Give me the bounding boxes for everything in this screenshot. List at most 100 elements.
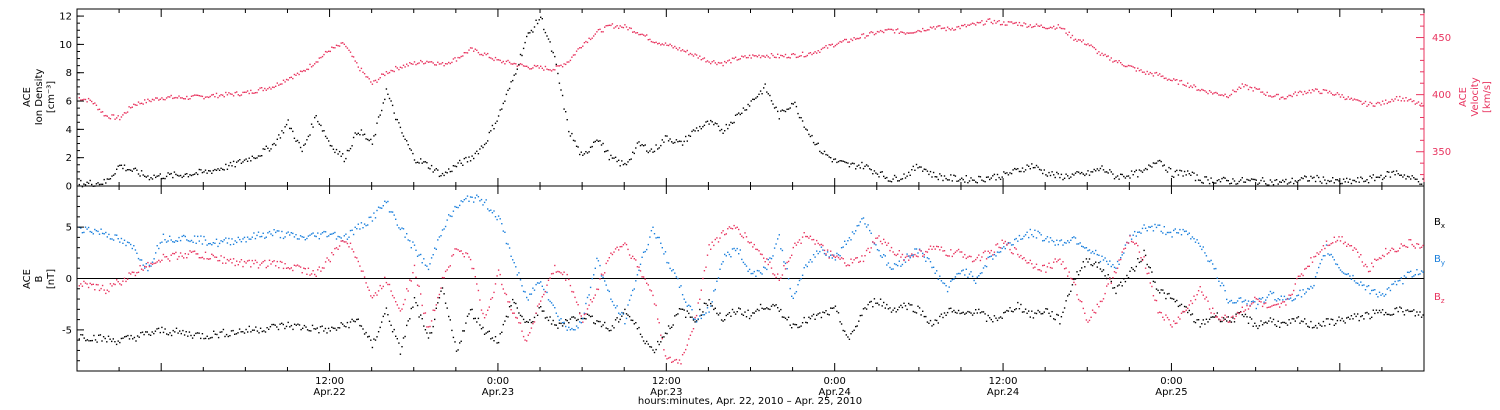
velocity-point — [365, 76, 367, 78]
density-point — [106, 178, 108, 180]
bz-point — [1302, 274, 1304, 277]
velocity-point — [1120, 62, 1122, 64]
bz-point — [675, 358, 678, 361]
by-point — [150, 265, 152, 267]
bx-point — [839, 321, 841, 323]
bz-point — [778, 279, 780, 281]
density-point — [1077, 171, 1080, 173]
bz-point — [830, 250, 832, 252]
by-point — [758, 270, 760, 272]
bx-point — [747, 309, 749, 311]
by-point — [1375, 293, 1378, 295]
velocity-point — [1070, 36, 1072, 39]
bz-point — [918, 249, 921, 251]
velocity-point — [1391, 98, 1393, 101]
by-point — [240, 241, 243, 243]
bz-point — [1215, 316, 1217, 318]
density-point — [473, 157, 475, 160]
bx-point — [346, 321, 349, 324]
bz-point — [193, 250, 196, 252]
bx-point — [847, 336, 849, 338]
by-point — [108, 233, 110, 236]
bz-point — [448, 266, 450, 268]
density-point — [906, 175, 908, 177]
bz-point — [262, 261, 264, 263]
velocity-point — [318, 57, 320, 59]
bx-point — [1073, 278, 1075, 281]
by-point — [652, 226, 654, 228]
bx-point — [1311, 327, 1314, 329]
by-point — [1215, 267, 1217, 270]
bx-point — [527, 321, 529, 323]
bx-point — [922, 310, 924, 312]
by-point — [270, 233, 272, 235]
bx-point — [198, 332, 200, 334]
bx-point — [929, 319, 932, 322]
velocity-point — [976, 21, 978, 24]
velocity-point — [1372, 105, 1374, 107]
bz-point — [89, 282, 91, 285]
bz-point — [731, 228, 734, 230]
by-point — [1388, 287, 1390, 289]
bz-point — [1260, 301, 1262, 303]
by-point — [234, 240, 236, 242]
bx-point — [149, 334, 152, 336]
by-point — [147, 269, 149, 272]
velocity-point — [680, 50, 682, 52]
by-point — [1084, 247, 1086, 249]
density-point — [1067, 175, 1069, 177]
by-point — [148, 264, 151, 266]
bx-point — [454, 341, 456, 343]
by-point — [424, 264, 427, 266]
bz-point — [911, 253, 913, 255]
velocity-point — [535, 65, 537, 68]
by-point — [722, 261, 724, 263]
velocity-point — [271, 86, 274, 88]
velocity-point — [1191, 86, 1194, 89]
bx-point — [1144, 254, 1147, 257]
velocity-point — [187, 98, 190, 100]
density-point — [198, 168, 200, 171]
velocity-point — [415, 63, 417, 66]
bx-point — [781, 316, 784, 318]
bx-point — [1120, 281, 1122, 283]
by-point — [1009, 242, 1011, 244]
bz-point — [521, 330, 523, 332]
bx-point — [85, 339, 87, 342]
by-point — [596, 257, 598, 260]
velocity-point — [593, 35, 595, 37]
velocity-point — [508, 61, 511, 64]
velocity-point — [825, 45, 827, 47]
bx-point — [688, 312, 690, 315]
by-point — [212, 242, 214, 244]
bx-point — [164, 328, 166, 330]
bz-point — [964, 253, 966, 256]
density-point — [165, 175, 168, 178]
velocity-point — [547, 69, 550, 71]
density-point — [217, 168, 219, 170]
velocity-point — [1226, 96, 1228, 98]
velocity-point — [653, 42, 656, 44]
by-point — [625, 317, 628, 320]
bx-point — [455, 350, 458, 352]
density-point — [957, 180, 960, 182]
velocity-point — [176, 97, 179, 99]
bx-point — [1388, 313, 1390, 316]
bz-point — [1090, 316, 1092, 318]
by-point — [259, 236, 261, 238]
by-point — [1028, 236, 1030, 239]
bz-point — [914, 253, 916, 256]
by-point — [694, 318, 696, 321]
by-point — [780, 248, 782, 250]
velocity-point — [1126, 65, 1128, 68]
density-point — [766, 91, 768, 93]
velocity-point — [354, 60, 356, 62]
velocity-point — [1143, 71, 1145, 73]
velocity-point — [851, 39, 854, 42]
density-point — [264, 148, 266, 150]
velocity-point — [426, 60, 428, 63]
by-point — [1419, 273, 1421, 275]
bz-point — [438, 293, 441, 296]
density-point — [632, 151, 634, 153]
by-point — [982, 267, 985, 269]
